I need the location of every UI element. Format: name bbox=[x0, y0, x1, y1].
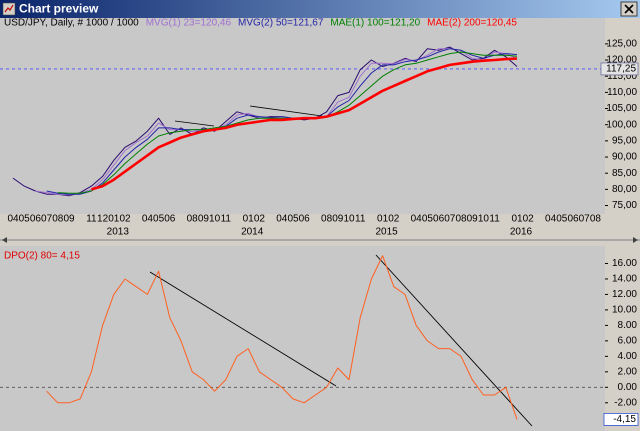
trend-line bbox=[249, 105, 323, 117]
y-tick-label: 75,00 bbox=[612, 200, 637, 211]
y-tick-label: 14.00 bbox=[612, 274, 637, 285]
x-tick-label: 07 bbox=[579, 214, 591, 225]
x-tick-label: 06 bbox=[299, 214, 311, 225]
title-bar bbox=[0, 0, 640, 18]
trend-line bbox=[149, 271, 337, 387]
x-year-label: 2014 bbox=[241, 227, 264, 238]
x-tick-label: 08 bbox=[590, 214, 602, 225]
trend-line bbox=[375, 254, 533, 427]
legend-entry: USD/JPY, Daily, # 1000 / 1000 bbox=[4, 18, 139, 29]
x-tick-label: 04 bbox=[142, 214, 154, 225]
x-tick-label: 11 bbox=[489, 214, 500, 225]
x-tick-label: 05 bbox=[422, 214, 434, 225]
x-tick-label: 10 bbox=[478, 214, 490, 225]
x-tick-label: 05 bbox=[153, 214, 165, 225]
x-tick-label: 02 bbox=[388, 214, 400, 225]
y-tick-label: 10.00 bbox=[612, 305, 637, 316]
panel-title: DPO(2) 80= 4,15 bbox=[4, 251, 80, 262]
x-tick-label: 02 bbox=[523, 214, 535, 225]
x-tick-label: 06 bbox=[30, 214, 42, 225]
x-tick-label: 05 bbox=[556, 214, 568, 225]
y-tick-label: 4.00 bbox=[618, 351, 638, 362]
x-tick-label: 11 bbox=[355, 214, 366, 225]
x-tick-label: 08 bbox=[321, 214, 333, 225]
x-tick-label: 01 bbox=[511, 214, 523, 225]
x-tick-label: 06 bbox=[164, 214, 176, 225]
x-tick-label: 07 bbox=[444, 214, 456, 225]
x-tick-label: 04 bbox=[545, 214, 557, 225]
x-tick-label: 04 bbox=[276, 214, 288, 225]
x-tick-label: 04 bbox=[7, 214, 19, 225]
y-tick-label: 115,00 bbox=[607, 71, 637, 82]
x-tick-label: 08 bbox=[455, 214, 467, 225]
x-tick-label: 09 bbox=[198, 214, 210, 225]
x-tick-label: 09 bbox=[63, 214, 75, 225]
x-year-label: 2015 bbox=[375, 227, 398, 238]
x-tick-label: 02 bbox=[254, 214, 266, 225]
last-value-box bbox=[603, 413, 639, 426]
y-tick-label: 110,00 bbox=[607, 87, 637, 98]
legend-entry: MAE(1) 100=121,20 bbox=[330, 18, 420, 29]
reference-label-box bbox=[600, 62, 639, 76]
legend-entry: MAE(2) 200=120,45 bbox=[427, 18, 517, 29]
x-tick-label: 11 bbox=[221, 214, 232, 225]
y-tick-label: 85,00 bbox=[612, 168, 637, 179]
y-tick-label: 105,00 bbox=[606, 103, 637, 114]
series-line bbox=[46, 255, 518, 420]
x-tick-label: 02 bbox=[119, 214, 131, 225]
x-tick-label: 11 bbox=[86, 214, 97, 225]
close-button[interactable] bbox=[620, 1, 638, 17]
x-tick-label: 01 bbox=[108, 214, 120, 225]
legend-entry: MVG(1) 23=120,46 bbox=[146, 18, 232, 29]
x-tick-label: 08 bbox=[52, 214, 64, 225]
y-tick-label: 12.00 bbox=[612, 289, 637, 300]
x-tick-label: 06 bbox=[567, 214, 579, 225]
y-tick-label: 120,00 bbox=[606, 55, 637, 66]
y-tick-label: 125,00 bbox=[606, 39, 637, 50]
y-tick-label: 6.00 bbox=[618, 336, 638, 347]
x-tick-label: 08 bbox=[187, 214, 199, 225]
price-plot-area bbox=[0, 18, 605, 214]
series-line bbox=[46, 48, 518, 195]
x-tick-label: 09 bbox=[467, 214, 479, 225]
x-tick-label: 12 bbox=[97, 214, 109, 225]
window-icon-glyph bbox=[4, 4, 14, 13]
y-tick-label: 16.00 bbox=[612, 258, 637, 269]
x-tick-label: 01 bbox=[243, 214, 255, 225]
x-year-label: 2016 bbox=[510, 227, 533, 238]
x-year-label: 2013 bbox=[107, 227, 130, 238]
y-tick-label: 90,00 bbox=[612, 152, 637, 163]
y-tick-label: -2.00 bbox=[614, 397, 637, 408]
x-tick-label: 01 bbox=[377, 214, 389, 225]
window-title: Chart preview bbox=[19, 2, 99, 16]
x-tick-label: 05 bbox=[287, 214, 299, 225]
x-tick-label: 10 bbox=[343, 214, 355, 225]
y-tick-label: 100,00 bbox=[606, 119, 637, 130]
dpo-plot-area bbox=[0, 246, 605, 431]
x-tick-label: 04 bbox=[411, 214, 423, 225]
legend-entry: MVG(2) 50=121,67 bbox=[238, 18, 324, 29]
reference-label: 117,25 bbox=[606, 64, 636, 75]
x-tick-label: 06 bbox=[433, 214, 445, 225]
y-tick-label: 95,00 bbox=[612, 136, 637, 147]
x-tick-label: 10 bbox=[209, 214, 221, 225]
y-tick-label: 8.00 bbox=[618, 320, 638, 331]
last-value-label: -4,15 bbox=[613, 414, 636, 425]
x-tick-label: 05 bbox=[19, 214, 31, 225]
x-tick-label: 07 bbox=[41, 214, 53, 225]
series-line bbox=[91, 57, 518, 191]
y-tick-label: 0.00 bbox=[618, 382, 638, 393]
y-tick-label: 80,00 bbox=[612, 184, 637, 195]
y-tick-label: 2.00 bbox=[618, 366, 638, 377]
x-tick-label: 09 bbox=[332, 214, 344, 225]
trend-line bbox=[174, 120, 215, 127]
